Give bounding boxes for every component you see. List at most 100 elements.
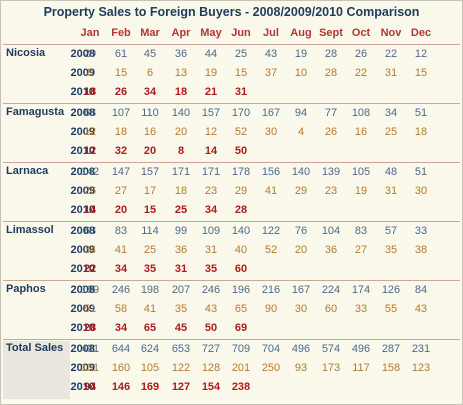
value-cell: 57 [384,225,398,237]
value-cell: 25 [174,204,188,216]
value-cell: 8 [177,145,185,157]
value-cell: 77 [324,107,338,119]
year-label-2009: 2009 [70,126,95,138]
value-cell: 34 [83,244,97,256]
value-cell: 15 [143,204,157,216]
value-cell: 43 [204,303,218,315]
value-cell: 178 [231,166,251,178]
value-cell: 246 [111,284,131,296]
year-label-2009: 2009 [70,244,95,256]
value-cell: 83 [114,225,128,237]
total-sales-shading [3,341,70,399]
value-cell: 142 [80,166,100,178]
value-cell: 41 [143,303,157,315]
region-label: Total Sales [6,342,64,354]
value-cell: 34 [143,86,157,98]
value-cell: 167 [291,284,311,296]
value-cell: 30 [294,303,308,315]
value-cell: 52 [234,126,248,138]
value-cell: 160 [111,362,131,374]
value-cell: 127 [171,381,191,393]
value-cell: 250 [261,362,281,374]
value-cell: 52 [264,244,278,256]
value-cell: 32 [114,145,128,157]
region-label: Famagusta [6,106,65,118]
value-cell: 110 [141,107,159,119]
value-cell: 63 [83,225,97,237]
value-cell: 170 [231,107,251,119]
value-cell: 26 [114,86,128,98]
value-cell: 20 [143,145,157,157]
value-cell: 6 [146,67,154,79]
value-cell: 90 [264,303,278,315]
value-cell: 15 [414,67,428,79]
value-cell: 727 [201,343,221,355]
value-cell: 33 [354,303,368,315]
value-cell: 18 [174,185,188,197]
value-cell: 28 [234,204,248,216]
value-cell: 36 [174,48,188,60]
region-label: Nicosia [6,47,46,59]
year-label-2008: 2008 [70,343,95,355]
value-cell: 22 [384,48,398,60]
value-cell: 31 [204,244,218,256]
value-cell: 34 [114,322,128,334]
month-header-oct: Oct [351,27,371,39]
value-cell: 61 [114,48,128,60]
month-header-may: May [200,27,222,39]
month-header-jun: Jun [231,27,251,39]
value-cell: 16 [143,126,157,138]
year-label-2009: 2009 [70,362,95,374]
month-header-feb: Feb [111,27,131,39]
month-header-dec: Dec [410,27,432,39]
value-cell: 20 [174,126,188,138]
month-header-jul: Jul [263,27,279,39]
value-cell: 198 [140,284,160,296]
month-header-mar: Mar [140,27,160,39]
value-cell: 140 [171,107,191,119]
value-cell: 30 [414,185,428,197]
value-cell: 15 [114,67,128,79]
value-cell: 48 [384,166,398,178]
value-cell: 107 [111,107,131,119]
value-cell: 157 [140,166,160,178]
value-cell: 105 [140,362,160,374]
value-cell: 12 [83,126,97,138]
value-cell: 117 [352,362,370,374]
value-cell: 18 [414,126,428,138]
value-cell: 58 [114,303,128,315]
value-cell: 19 [294,48,308,60]
value-cell: 69 [234,322,248,334]
value-cell: 19 [204,67,218,79]
value-cell: 169 [140,381,160,393]
value-cell: 28 [324,67,338,79]
region-divider [3,103,460,104]
value-cell: 167 [261,107,281,119]
value-cell: 18 [174,86,188,98]
value-cell: 174 [351,284,371,296]
value-cell: 65 [234,303,248,315]
value-cell: 238 [231,381,251,393]
year-label-2008: 2008 [70,48,95,60]
value-cell: 60 [234,263,248,275]
value-cell: 94 [294,107,308,119]
value-cell: 68 [83,107,97,119]
value-cell: 108 [351,107,371,119]
value-cell: 14 [204,145,218,157]
value-cell: 27 [114,185,128,197]
value-cell: 60 [324,303,338,315]
value-cell: 496 [351,343,371,355]
value-cell: 22 [354,67,368,79]
year-label-2008: 2008 [70,107,95,119]
value-cell: 15 [234,67,248,79]
year-label-2009: 2009 [70,67,95,79]
value-cell: 12 [83,145,97,157]
value-cell: 31 [234,86,248,98]
month-header-nov: Nov [380,27,402,39]
value-cell: 31 [384,67,398,79]
year-label-2010: 2010 [70,263,95,275]
value-cell: 35 [174,303,188,315]
value-cell: 45 [143,48,157,60]
header-divider [3,44,460,45]
